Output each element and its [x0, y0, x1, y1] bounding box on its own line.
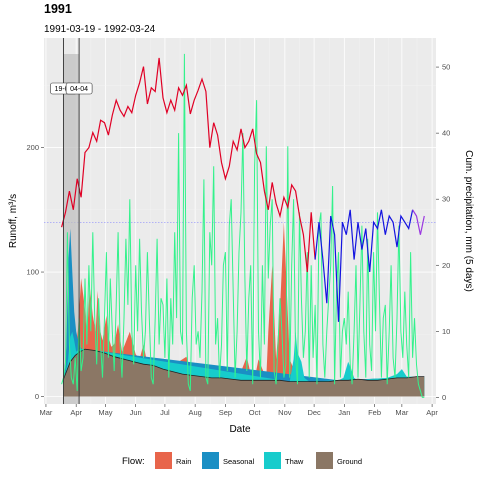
x-tick-label: Feb [368, 408, 381, 417]
x-tick-label: May [98, 408, 112, 417]
x-tick-label: Jan [338, 408, 350, 417]
legend-swatch-ground [316, 452, 333, 469]
y-right-axis-title: Cum. precipitation, mm (5 days) [463, 150, 474, 292]
legend-swatch-seasonal [202, 452, 219, 469]
x-tick-label: Aug [188, 408, 201, 417]
marker-label-box [65, 82, 93, 95]
y-right-tick-label: 10 [442, 327, 450, 336]
x-axis-title: Date [229, 424, 251, 435]
chart-title: 1991 [44, 2, 72, 16]
y-right-tick-label: 30 [442, 195, 450, 204]
y-right-tick-label: 20 [442, 261, 450, 270]
legend-swatch-rain [155, 452, 172, 469]
precipitation-line [61, 53, 425, 398]
y-tick-label: 0 [35, 392, 39, 401]
legend-label-rain: Rain [176, 457, 191, 466]
y-right-tick-label: 50 [442, 63, 450, 72]
x-tick-label: Dec [307, 408, 321, 417]
x-tick-label: Oct [249, 408, 262, 417]
series-lines [61, 53, 425, 398]
x-tick-label: Nov [278, 408, 292, 417]
marker-label: 04-04 [70, 86, 88, 93]
legend: Flow: Rain Seasonal Thaw Ground [122, 452, 362, 469]
x-tick-label: Jun [130, 408, 142, 417]
chart-subtitle: 1991-03-19 - 1992-03-24 [44, 24, 156, 35]
legend-label-thaw: Thaw [285, 457, 304, 466]
x-tick-label: Apr [70, 408, 82, 417]
runoff-line-mixed [412, 209, 425, 235]
runoff-line-snow [314, 209, 414, 322]
x-tick-label: Sep [219, 408, 232, 417]
legend-label-ground: Ground [337, 457, 362, 466]
x-tick-label: Jul [160, 408, 170, 417]
y-tick-label: 100 [26, 268, 39, 277]
legend-label-seasonal: Seasonal [223, 457, 255, 466]
x-tick-label: Apr [426, 408, 438, 417]
legend-swatch-thaw [264, 452, 281, 469]
axes: Mar Apr May Jun Jul Aug Sep Oct Nov Dec Jan Feb Mar A… [26, 63, 450, 417]
x-tick-label: Mar [39, 408, 52, 417]
y-axis-title: Runoff, m³/s [8, 194, 19, 248]
ground-outline [63, 348, 425, 382]
y-tick-label: 200 [26, 143, 39, 152]
marker-label: 19-03 [55, 86, 73, 93]
x-tick-label: Mar [395, 408, 408, 417]
y-right-tick-label: 40 [442, 129, 450, 138]
area-ground [63, 349, 425, 397]
runoff-line-rain [61, 57, 316, 273]
y-right-tick-label: 0 [442, 393, 446, 402]
legend-title: Flow: [122, 456, 145, 467]
